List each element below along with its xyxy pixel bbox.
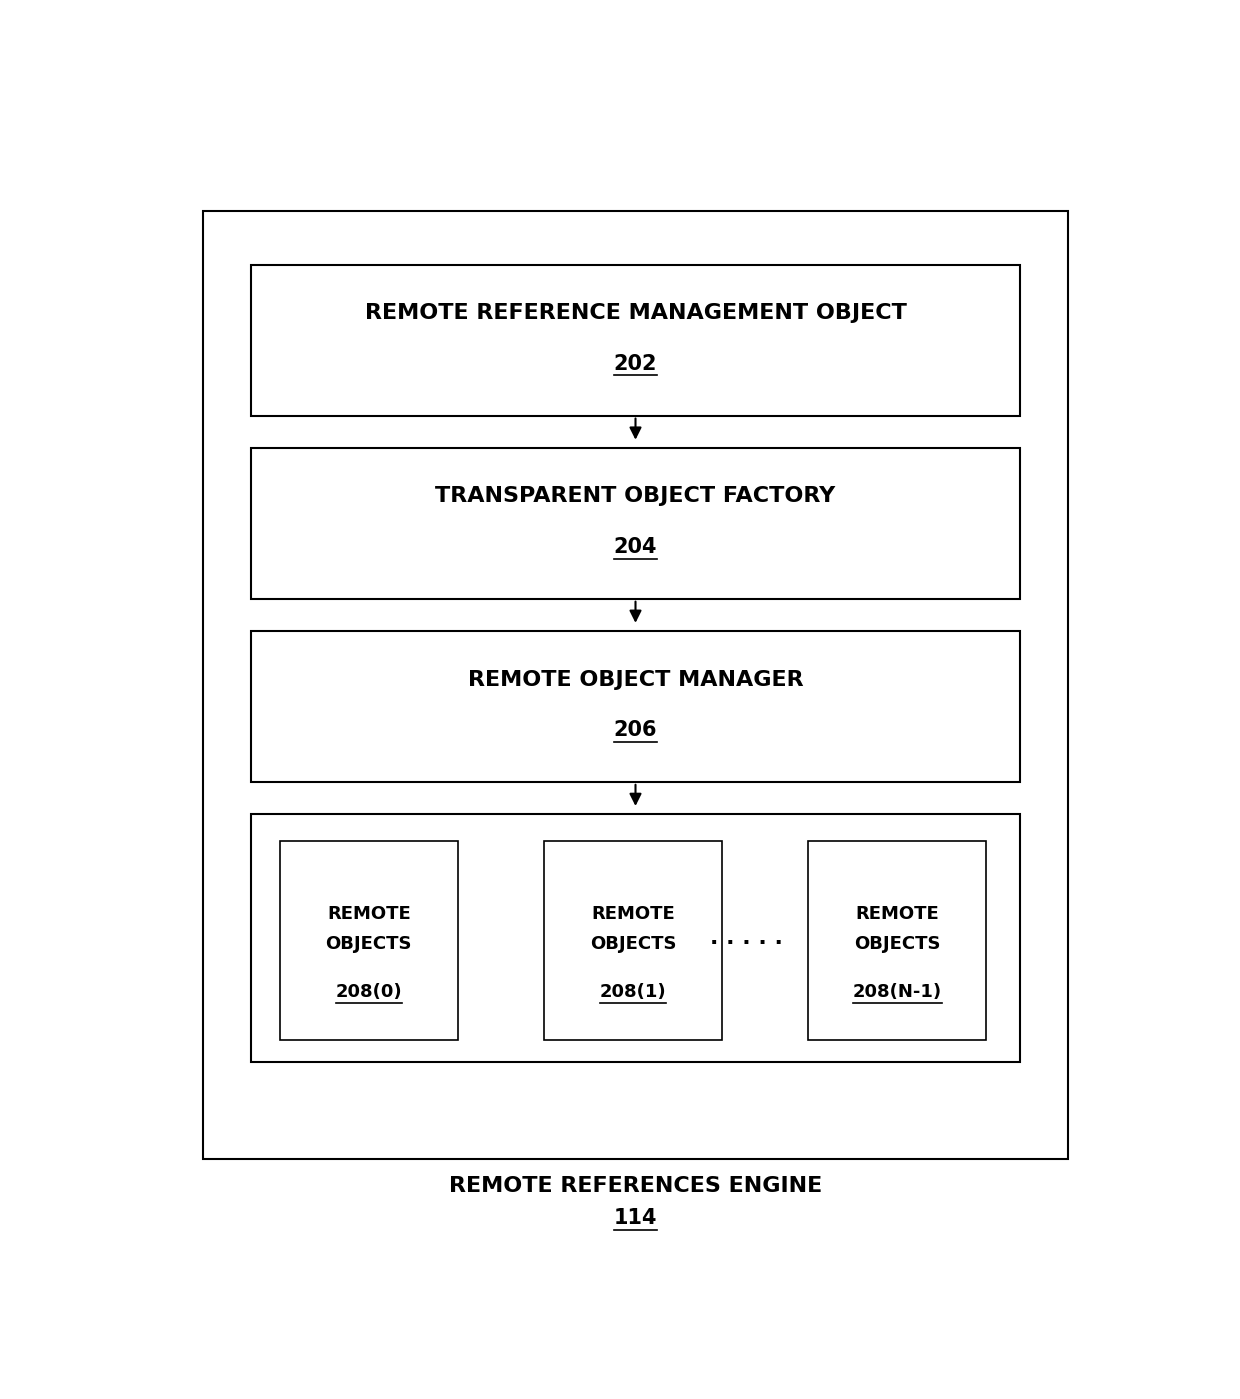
- Text: REMOTE: REMOTE: [327, 905, 410, 923]
- Text: REMOTE: REMOTE: [856, 905, 939, 923]
- FancyBboxPatch shape: [808, 841, 986, 1041]
- Text: 208(N-1): 208(N-1): [853, 983, 942, 1002]
- Text: REMOTE: REMOTE: [591, 905, 675, 923]
- Text: REMOTE REFERENCES ENGINE: REMOTE REFERENCES ENGINE: [449, 1177, 822, 1196]
- FancyBboxPatch shape: [203, 211, 1068, 1158]
- Text: OBJECTS: OBJECTS: [326, 935, 412, 953]
- FancyBboxPatch shape: [544, 841, 722, 1041]
- Text: REMOTE OBJECT MANAGER: REMOTE OBJECT MANAGER: [467, 670, 804, 690]
- Text: 202: 202: [614, 354, 657, 374]
- Text: OBJECTS: OBJECTS: [854, 935, 941, 953]
- Text: 208(1): 208(1): [600, 983, 666, 1002]
- FancyBboxPatch shape: [250, 631, 1019, 782]
- Text: 114: 114: [614, 1209, 657, 1228]
- Text: . . . . .: . . . . .: [709, 928, 782, 949]
- FancyBboxPatch shape: [250, 814, 1019, 1062]
- Text: OBJECTS: OBJECTS: [590, 935, 676, 953]
- Text: TRANSPARENT OBJECT FACTORY: TRANSPARENT OBJECT FACTORY: [435, 487, 836, 506]
- Text: 206: 206: [614, 720, 657, 740]
- Text: 208(0): 208(0): [336, 983, 402, 1002]
- FancyBboxPatch shape: [250, 264, 1019, 416]
- Text: REMOTE REFERENCE MANAGEMENT OBJECT: REMOTE REFERENCE MANAGEMENT OBJECT: [365, 304, 906, 323]
- FancyBboxPatch shape: [250, 448, 1019, 599]
- Text: 204: 204: [614, 537, 657, 557]
- FancyBboxPatch shape: [280, 841, 458, 1041]
